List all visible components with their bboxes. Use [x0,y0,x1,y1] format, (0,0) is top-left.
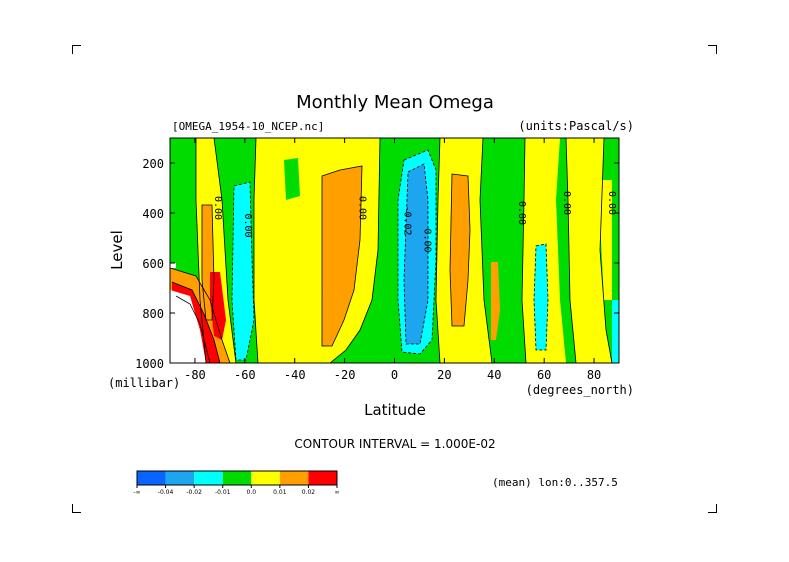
y-tick-label: 600 [142,257,164,271]
dataset-label: [OMEGA_1954-10_NCEP.nc] [172,120,324,133]
x-tick-label: -40 [284,368,306,382]
contour-region-cyan-sh [232,182,254,360]
x-tick-label: -80 [184,368,206,382]
colorbar-label: 0.0 [247,489,257,496]
contour-interval-text: CONTOUR INTERVAL = 1.000E-02 [294,437,495,451]
color-scale-legend: -∞ -0.04 -0.02 -0.01 0.0 0.01 0.02 ∞ [133,470,340,496]
contour-region-orange-nh-trop [450,174,470,326]
contour-region-red-core [210,272,226,340]
contour-region-cyan-edge [612,300,619,363]
contour-region-missing-data-top [170,263,176,268]
contour-region-missing-data [170,290,206,363]
mean-longitude-text: (mean) lon:0..357.5 [492,476,618,489]
contour-value-label: 0.00 [212,196,223,220]
contour-region-green-island-3 [366,312,384,330]
contour-line-7 [521,138,527,363]
crop-mark-bottom-left [72,504,81,513]
contour-value-label: 0.00 [242,213,253,237]
contour-line-2 [213,138,237,363]
colorbar-swatch [251,471,280,485]
colorbar-swatch [308,471,337,485]
colorbar-label: 0.01 [273,489,287,496]
contour-region-orange-nh-small [491,262,500,340]
contour-value-label: 0.00 [357,196,368,220]
chart-title: Monthly Mean Omega [296,92,494,113]
contour-line-plume-1 [170,267,231,363]
contour-line-blue-eq [403,163,429,345]
contour-value-label: 0.00 [421,228,432,252]
x-axis-ticks: -80 -60 -40 -20 0 20 40 60 80 [184,138,601,382]
x-tick-label: 60 [537,368,551,382]
x-tick-label: 20 [437,368,451,382]
contour-line-orange-sh [321,165,363,347]
colorbar-label: -∞ [133,489,140,496]
colorbar-swatch [222,471,252,485]
contour-line-6 [479,138,493,363]
y-tick-label: 800 [142,307,164,321]
y-tick-label: 400 [142,207,164,221]
colorbar-label: -0.04 [158,489,174,496]
contour-region-cyan-nh [534,244,548,350]
contour-line-plume-2 [171,281,221,363]
contour-region-orange-sh-mid [322,166,362,346]
colorbar-label: -0.01 [215,489,231,496]
contour-line-orange-nh [449,173,471,327]
contour-line-4 [329,138,381,363]
colorbar-swatch [165,471,195,485]
contour-value-label: -0.02 [401,205,412,235]
y-tick-label: 1000 [135,357,164,371]
x-axis-label: Latitude [364,401,426,419]
units-label: (units:Pascal/s) [518,119,634,133]
contour-value-label: 0.00 [561,191,572,215]
contour-line-orange-sh-polar [201,204,215,321]
contour-line-8 [565,138,577,363]
contour-line-3 [253,138,259,363]
contour-region-green-island-2 [482,204,490,236]
colorbar-swatch [279,471,309,485]
x-tick-label: 40 [487,368,501,382]
y-axis-label: Level [108,230,126,270]
y-axis-ticks: 200 400 600 800 1000 [135,157,619,371]
filled-contours [170,138,619,363]
contour-line-1 [195,138,207,363]
colorbar-frame [136,470,338,486]
contour-value-labels: 0.00 0.00 0.00 -0.02 0.00 0.00 0.00 0.00 [212,191,617,253]
contour-region-green-island-1 [284,158,300,200]
x-tick-label: -20 [334,368,356,382]
colorbar-label: ∞ [335,489,340,496]
contour-value-label: 0.00 [606,191,617,215]
colorbar-label: -0.02 [186,489,202,496]
contour-line-cyan-nh [533,243,549,351]
colorbar-label: 0.02 [302,489,316,496]
contour-line-9 [599,138,613,363]
contour-lines [170,138,613,363]
colorbar-swatch [137,471,166,485]
contour-line-5 [435,138,441,363]
crop-mark-bottom-right [708,504,717,513]
crop-mark-top-right [708,45,717,54]
contour-value-label: 0.00 [516,201,527,225]
contour-region-blue-eq [404,164,428,344]
crop-mark-top-left [72,45,81,54]
x-tick-label: 80 [587,368,601,382]
contour-line-cyan-sh [231,181,255,361]
x-tick-label: 0 [391,368,398,382]
y-tick-label: 200 [142,157,164,171]
contour-line-cyan-eq [397,149,437,355]
x-tick-label: -60 [234,368,256,382]
y-axis-unit-label: (millibar) [108,376,180,390]
x-axis-unit-label: (degrees_north) [526,383,634,397]
colorbar-swatch [194,471,223,485]
contour-line-plume-3 [175,295,211,363]
